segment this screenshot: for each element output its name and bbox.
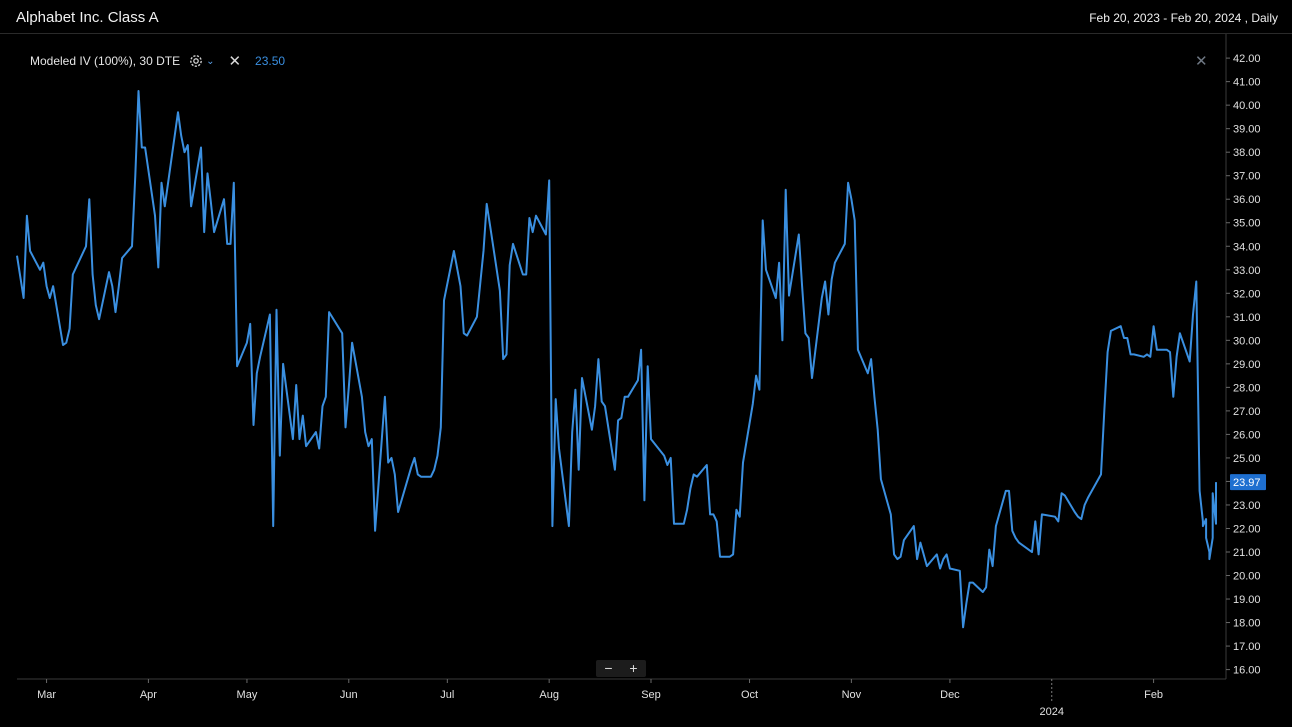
last-value-label: 23.97 — [1233, 477, 1261, 489]
remove-series-button[interactable]: ✕ — [228, 53, 242, 70]
y-tick-label: 38.00 — [1233, 147, 1261, 159]
x-tick-label: Jun — [340, 689, 358, 701]
series-label: Modeled IV (100%), 30 DTE — [30, 54, 181, 68]
y-tick-label: 41.00 — [1233, 77, 1261, 89]
x-tick-label: Oct — [741, 689, 758, 701]
y-tick-label: 22.00 — [1233, 523, 1261, 535]
close-chart-button[interactable]: ✕ — [1195, 53, 1208, 70]
y-tick-label: 40.00 — [1233, 100, 1261, 112]
y-tick-label: 34.00 — [1233, 241, 1261, 253]
chart-title: Alphabet Inc. Class A — [16, 9, 159, 26]
y-tick-label: 35.00 — [1233, 218, 1261, 230]
date-range-label[interactable]: Feb 20, 2023 - Feb 20, 2024 , Daily — [1089, 11, 1278, 25]
x-tick-label: Sep — [641, 689, 661, 701]
y-tick-label: 42.00 — [1233, 53, 1261, 65]
zoom-controls: − + — [596, 660, 646, 677]
y-tick-label: 29.00 — [1233, 359, 1261, 371]
y-tick-label: 36.00 — [1233, 194, 1261, 206]
y-tick-label: 31.00 — [1233, 312, 1261, 324]
y-tick-label: 28.00 — [1233, 382, 1261, 394]
x-tick-label: Feb — [1144, 689, 1163, 701]
y-tick-label: 32.00 — [1233, 288, 1261, 300]
y-tick-label: 37.00 — [1233, 171, 1261, 183]
y-tick-label: 18.00 — [1233, 618, 1261, 630]
y-tick-label: 23.00 — [1233, 500, 1261, 512]
year-label: 2024 — [1040, 706, 1064, 718]
x-axis: Mar Apr May Jun Jul Aug Sep Oct Nov Dec Feb 2024 — [17, 678, 1226, 718]
y-tick-label: 25.00 — [1233, 453, 1261, 465]
x-tick-label: May — [237, 689, 258, 701]
series-legend: Modeled IV (100%), 30 DTE ⌄ ✕ 23.50 — [30, 52, 285, 70]
y-tick-label: 17.00 — [1233, 641, 1261, 653]
y-tick-label: 16.00 — [1233, 665, 1261, 677]
y-tick-label: 19.00 — [1233, 594, 1261, 606]
y-axis: 16.00 17.00 18.00 19.00 20.00 21.00 22.00 23.00… — [1225, 34, 1261, 679]
y-tick-label: 33.00 — [1233, 265, 1261, 277]
gear-icon[interactable] — [188, 53, 204, 69]
zoom-out-button[interactable]: − — [604, 660, 613, 676]
chart-header: Alphabet Inc. Class A Feb 20, 2023 - Feb… — [0, 0, 1292, 34]
y-tick-label: 20.00 — [1233, 571, 1261, 583]
series-current-value: 23.50 — [255, 54, 286, 68]
zoom-in-button[interactable]: + — [629, 660, 638, 676]
x-tick-label: Jul — [440, 689, 454, 701]
x-tick-label: Aug — [539, 689, 559, 701]
y-tick-label: 21.00 — [1233, 547, 1261, 559]
chevron-down-icon[interactable]: ⌄ — [206, 55, 215, 67]
y-tick-label: 39.00 — [1233, 124, 1261, 136]
last-value-box — [1230, 474, 1266, 491]
y-tick-label: 26.00 — [1233, 429, 1261, 441]
y-tick-label: 27.00 — [1233, 406, 1261, 418]
x-tick-label: Nov — [842, 689, 862, 701]
y-tick-label: 30.00 — [1233, 335, 1261, 347]
x-tick-label: Dec — [940, 689, 960, 701]
x-tick-label: Apr — [140, 689, 157, 701]
series-line-modeled-iv — [16, 90, 1217, 629]
x-tick-label: Mar — [37, 689, 56, 701]
